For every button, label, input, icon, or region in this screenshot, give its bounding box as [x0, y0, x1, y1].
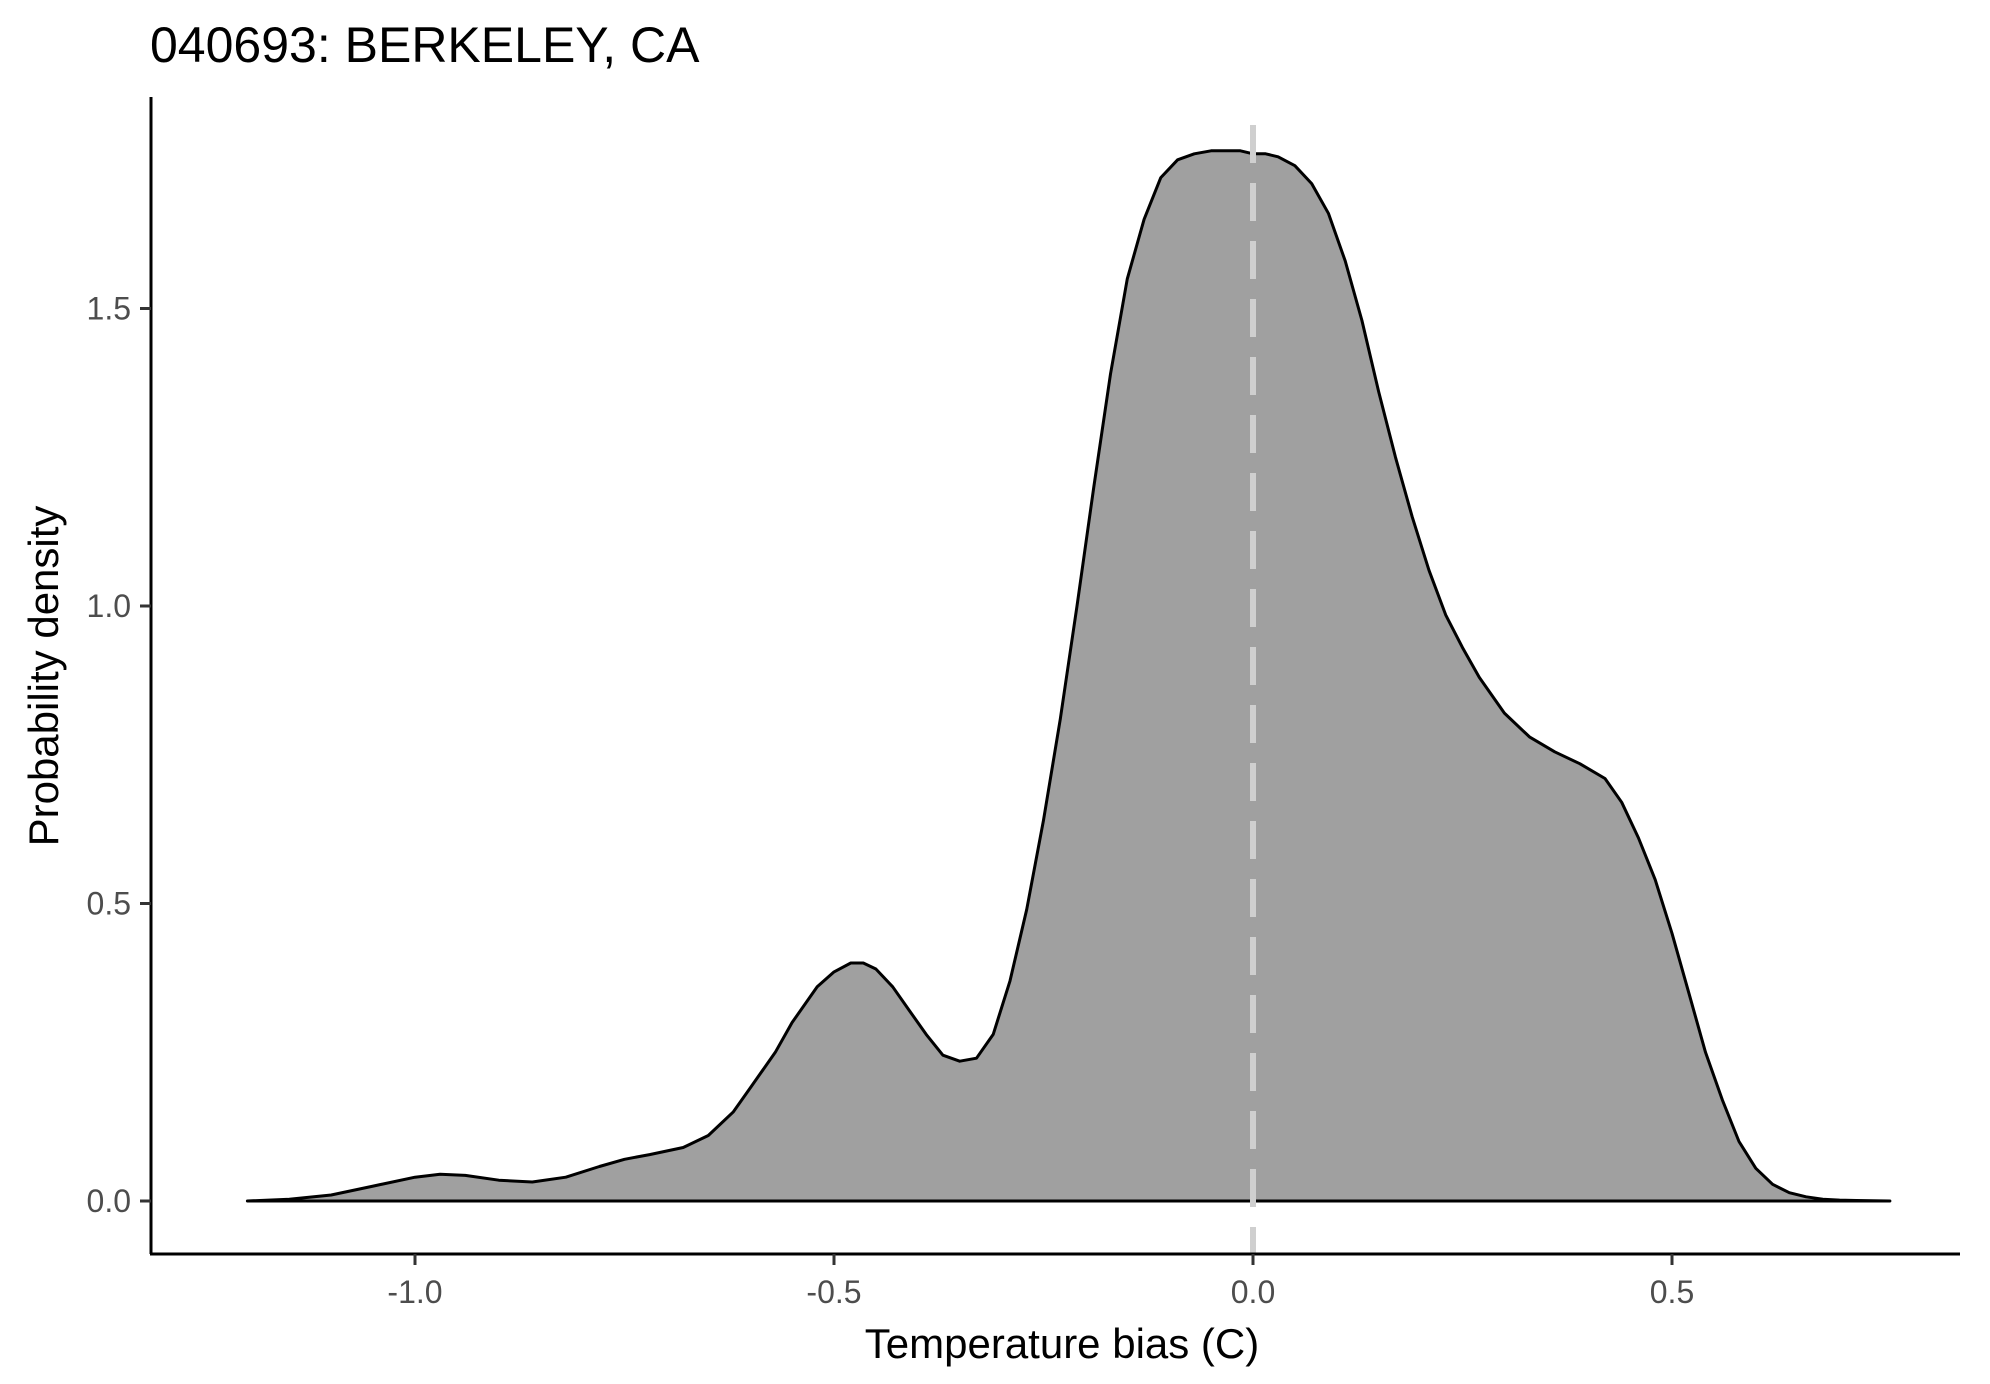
x-tick-label: -1.0	[387, 1274, 442, 1310]
x-tick-label: 0.0	[1231, 1274, 1275, 1310]
x-axis-ticks: -1.0 -0.5 0.0 0.5	[387, 1254, 1694, 1310]
y-tick-label: 1.5	[87, 291, 131, 327]
x-axis-title: Temperature bias (C)	[865, 1320, 1259, 1367]
y-axis-ticks: 0.0 0.5 1.0 1.5	[87, 291, 151, 1219]
plot-area	[245, 125, 1892, 1254]
chart-title: 040693: BERKELEY, CA	[150, 17, 700, 73]
density-area	[245, 149, 1892, 1203]
y-axis-title: Probability density	[20, 506, 67, 847]
x-tick-label: -0.5	[806, 1274, 861, 1310]
y-tick-label: 0.5	[87, 886, 131, 922]
y-tick-label: 0.0	[87, 1183, 131, 1219]
y-tick-label: 1.0	[87, 588, 131, 624]
x-tick-label: 0.5	[1650, 1274, 1694, 1310]
